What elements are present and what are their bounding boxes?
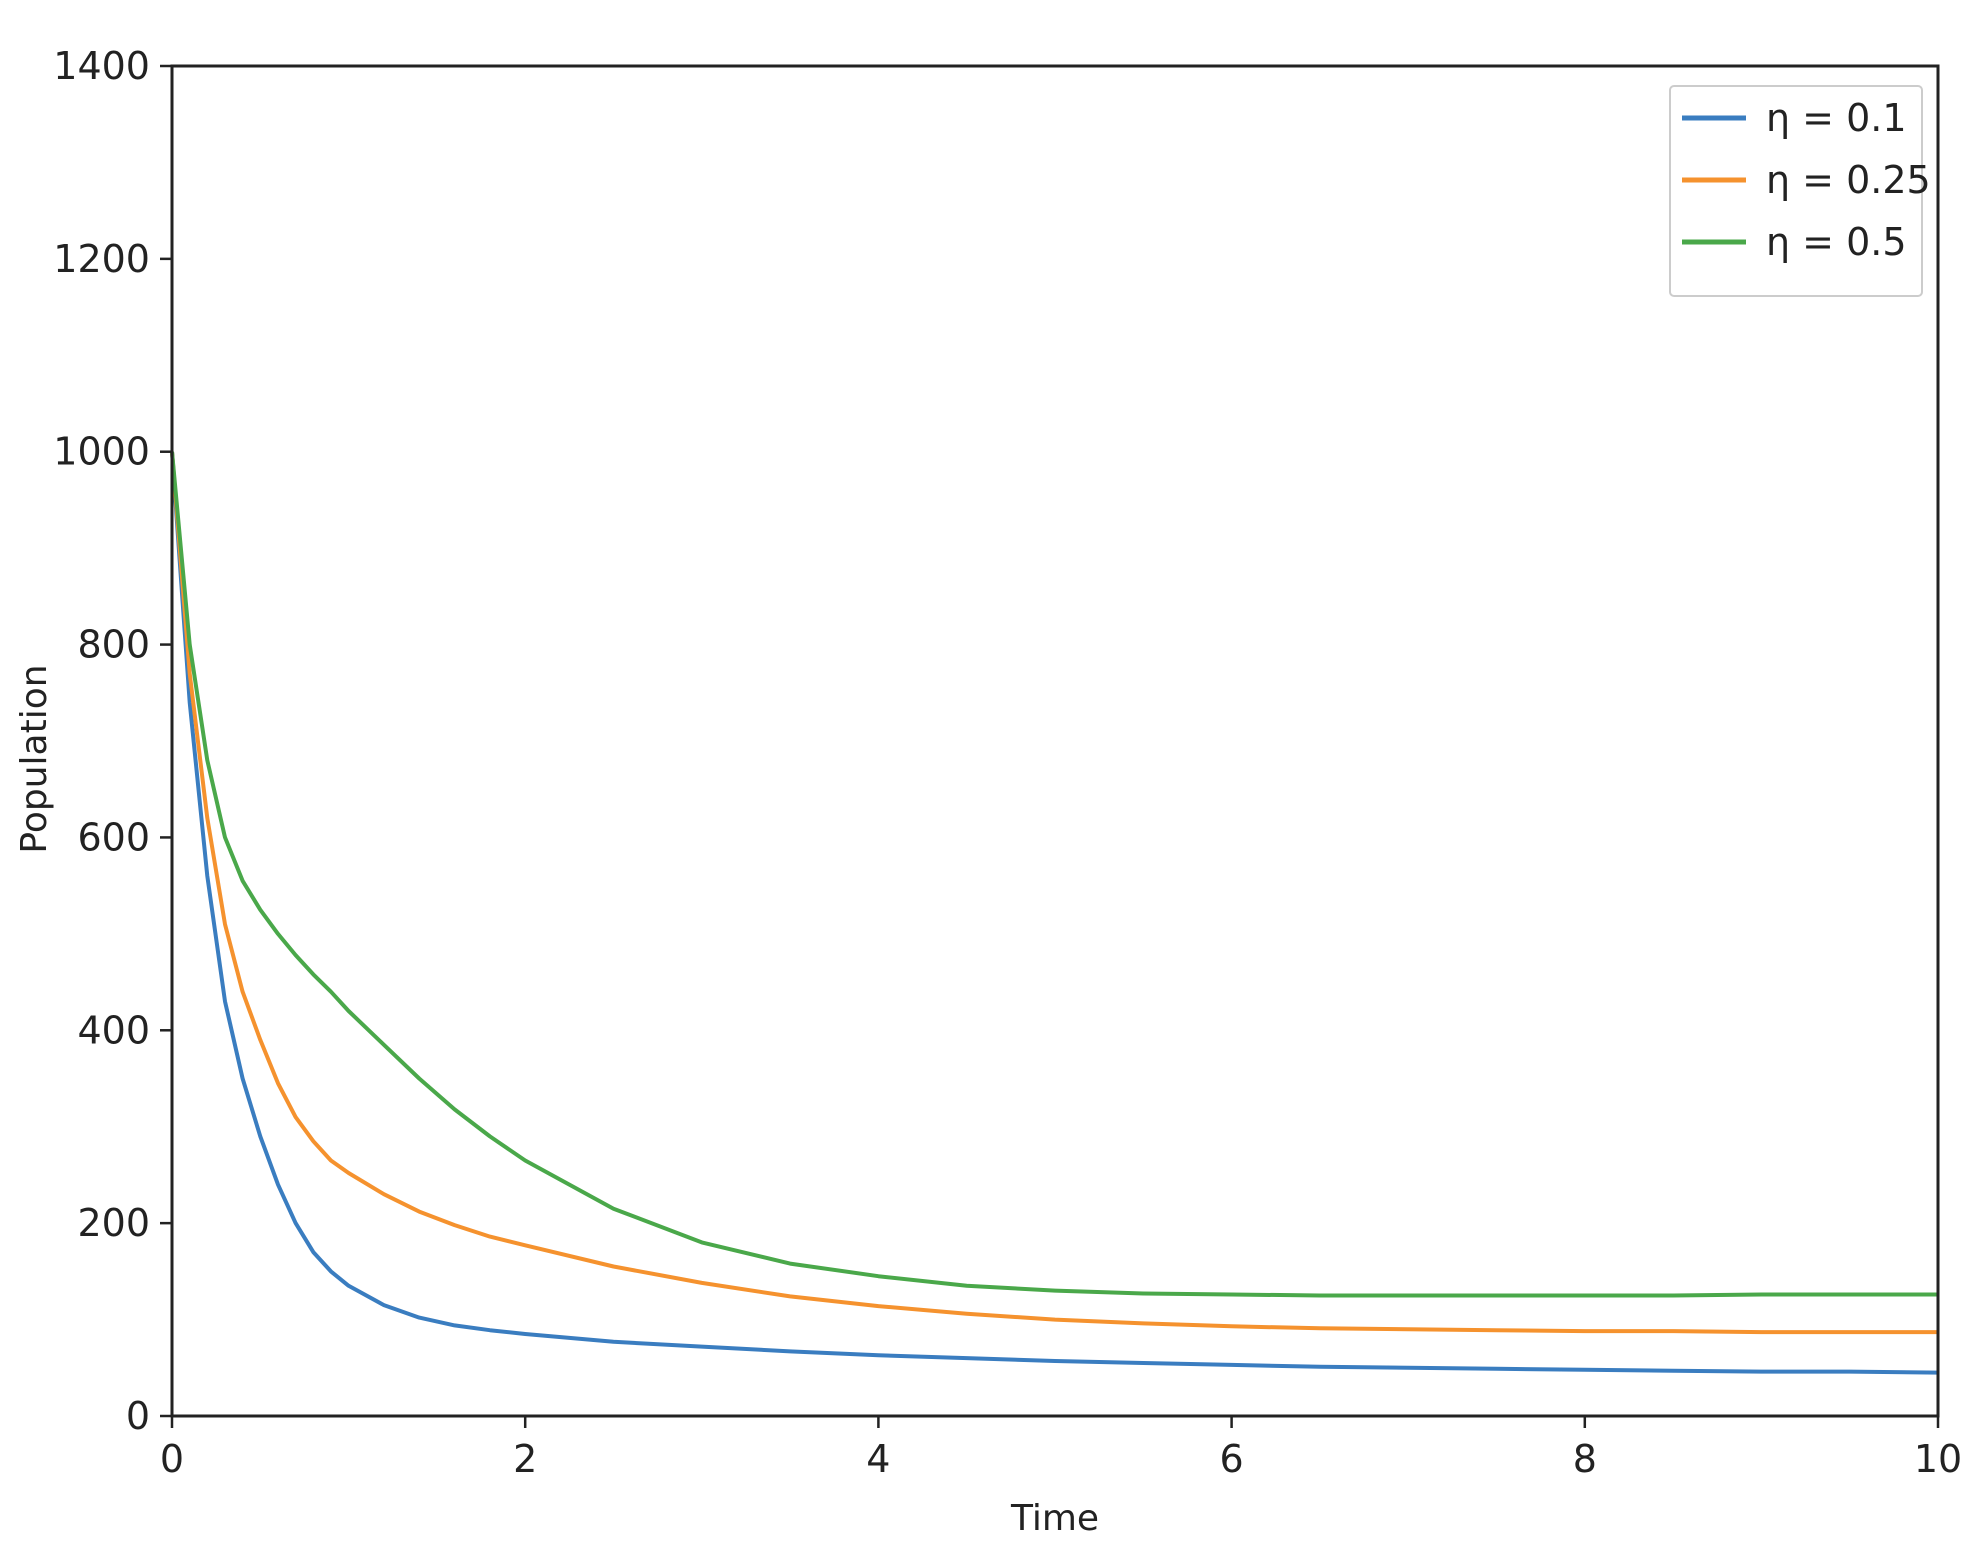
x-tick-label: 8	[1573, 1437, 1597, 1481]
y-tick-label: 0	[126, 1394, 150, 1438]
x-tick-label: 2	[513, 1437, 537, 1481]
x-axis-title: Time	[1010, 1498, 1099, 1539]
x-tick-label: 0	[160, 1437, 184, 1481]
y-tick-label: 1200	[53, 237, 150, 281]
x-tick-label: 4	[866, 1437, 890, 1481]
legend-label-1: η = 0.1	[1766, 96, 1907, 140]
x-tick-label: 6	[1220, 1437, 1244, 1481]
y-tick-label: 400	[77, 1008, 150, 1052]
y-axis-title: Population	[14, 664, 55, 853]
y-tick-label: 200	[77, 1201, 150, 1245]
series-layer	[170, 451, 1939, 1375]
legend-label-2: η = 0.25	[1766, 158, 1931, 202]
series-line-3	[170, 451, 1938, 1298]
y-tick-label: 600	[77, 815, 150, 859]
y-tick-label: 800	[77, 623, 150, 667]
series-line-2	[170, 451, 1938, 1335]
legend: η = 0.1 η = 0.25 η = 0.5	[1669, 85, 1931, 297]
y-tick-label: 1400	[53, 44, 150, 88]
ticks-layer: 0 2 4 6 8 10 0 200 400 600 800 1000 1200 1400	[53, 44, 1962, 1481]
x-tick-label: 10	[1914, 1437, 1962, 1481]
legend-label-3: η = 0.5	[1766, 220, 1907, 264]
y-tick-label: 1000	[53, 430, 150, 474]
plot-frame	[170, 64, 1940, 1418]
series-line-1	[170, 451, 1939, 1375]
